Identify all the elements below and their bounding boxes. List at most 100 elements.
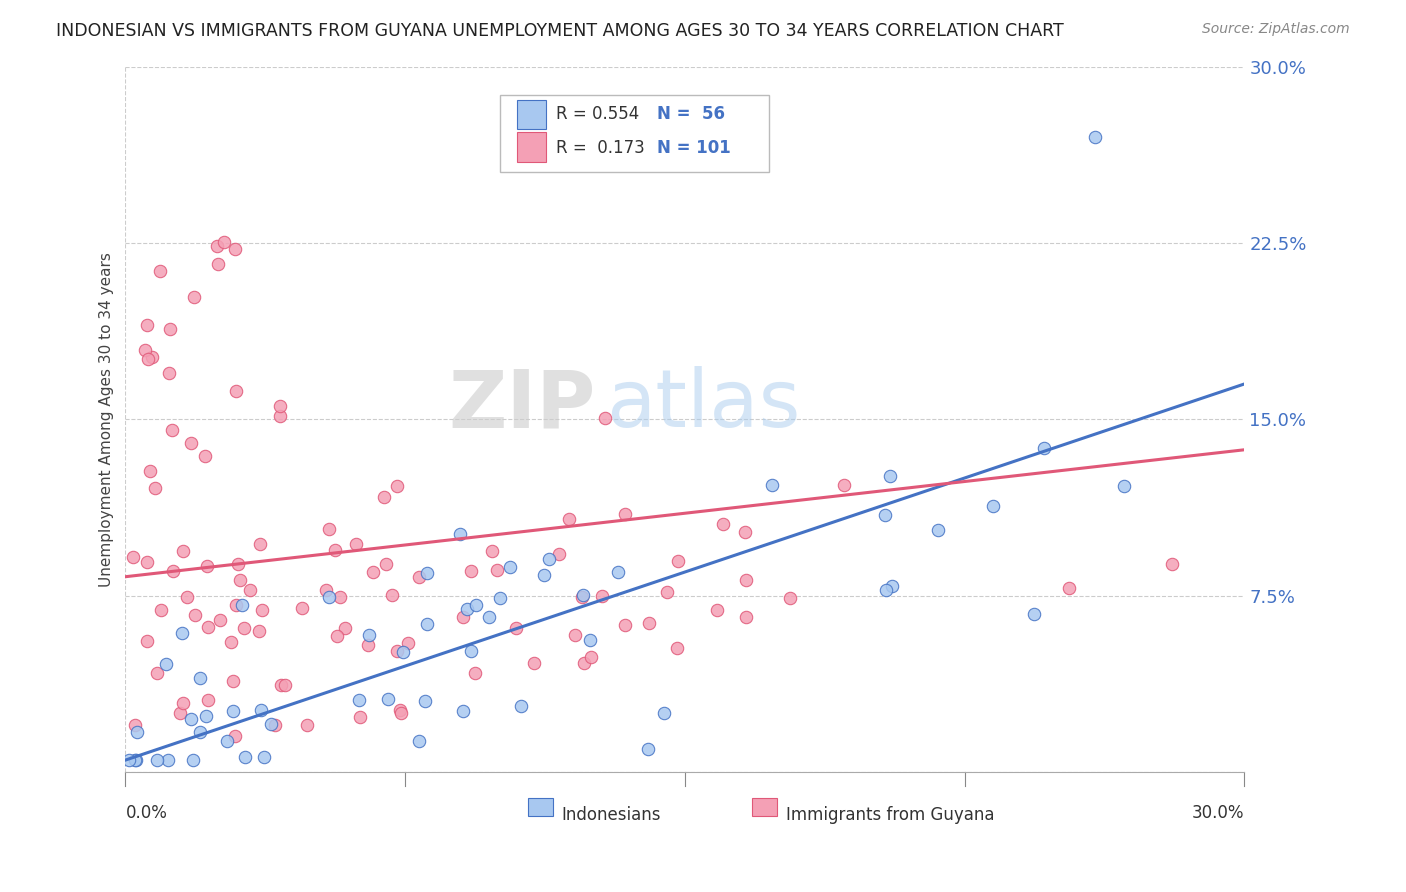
- Point: [666, 640, 689, 655]
- Point: [235, 750, 257, 764]
- Point: [124, 753, 146, 767]
- Point: [209, 613, 232, 627]
- Text: Indonesians: Indonesians: [562, 806, 661, 824]
- Point: [449, 527, 471, 541]
- Point: [591, 589, 613, 603]
- Point: [224, 729, 246, 743]
- Point: [169, 706, 191, 720]
- Point: [581, 650, 603, 665]
- Point: [135, 555, 157, 569]
- Text: INDONESIAN VS IMMIGRANTS FROM GUYANA UNEMPLOYMENT AMONG AGES 30 TO 34 YEARS CORR: INDONESIAN VS IMMIGRANTS FROM GUYANA UNE…: [56, 22, 1064, 40]
- Point: [224, 243, 246, 257]
- Point: [157, 753, 180, 767]
- Point: [413, 694, 436, 708]
- Point: [1059, 581, 1081, 595]
- Point: [832, 478, 855, 492]
- Point: [416, 566, 439, 580]
- Point: [408, 570, 430, 584]
- Point: [118, 753, 141, 767]
- Point: [222, 674, 245, 689]
- Point: [533, 567, 555, 582]
- Point: [465, 599, 488, 613]
- Point: [564, 628, 586, 642]
- Point: [666, 554, 689, 568]
- Text: ZIP: ZIP: [449, 366, 595, 444]
- Point: [139, 464, 162, 478]
- Point: [361, 566, 384, 580]
- Point: [315, 582, 337, 597]
- Point: [141, 350, 163, 364]
- Point: [880, 579, 903, 593]
- Point: [197, 619, 219, 633]
- Point: [396, 636, 419, 650]
- Point: [260, 717, 283, 731]
- Point: [347, 693, 370, 707]
- Point: [207, 257, 229, 271]
- Point: [269, 409, 291, 423]
- Point: [125, 753, 148, 767]
- Point: [574, 656, 596, 670]
- Point: [377, 691, 399, 706]
- Point: [706, 602, 728, 616]
- Point: [180, 712, 202, 726]
- Point: [579, 632, 602, 647]
- Point: [231, 598, 253, 612]
- Point: [349, 710, 371, 724]
- Point: [252, 603, 274, 617]
- Point: [205, 238, 228, 252]
- Point: [172, 697, 194, 711]
- Point: [392, 645, 415, 659]
- Point: [222, 705, 245, 719]
- Point: [711, 516, 734, 531]
- Text: R = 0.554: R = 0.554: [557, 105, 640, 123]
- Point: [150, 603, 173, 617]
- Point: [451, 704, 474, 718]
- Point: [486, 564, 509, 578]
- Point: [1022, 607, 1045, 622]
- Point: [172, 544, 194, 558]
- Point: [318, 590, 340, 604]
- Point: [734, 525, 756, 540]
- Point: [571, 588, 593, 602]
- Point: [249, 537, 271, 551]
- Point: [155, 657, 177, 672]
- Point: [194, 449, 217, 463]
- Bar: [752, 798, 776, 815]
- Point: [184, 607, 207, 622]
- Point: [558, 512, 581, 526]
- Text: N =  56: N = 56: [657, 105, 725, 123]
- Point: [734, 573, 756, 587]
- Point: [523, 656, 546, 670]
- Point: [136, 318, 159, 333]
- Point: [146, 753, 169, 767]
- Point: [228, 557, 250, 571]
- Point: [228, 573, 250, 587]
- Bar: [529, 798, 553, 815]
- Point: [160, 423, 183, 437]
- Point: [188, 724, 211, 739]
- Point: [344, 537, 367, 551]
- Point: [239, 582, 262, 597]
- Point: [637, 741, 659, 756]
- Text: 30.0%: 30.0%: [1192, 804, 1244, 822]
- Point: [614, 507, 637, 521]
- Point: [212, 235, 235, 249]
- Point: [735, 609, 758, 624]
- Point: [373, 490, 395, 504]
- Point: [875, 508, 897, 522]
- Point: [181, 753, 204, 767]
- Point: [637, 616, 659, 631]
- Point: [657, 585, 679, 599]
- Point: [460, 644, 482, 658]
- Point: [274, 678, 297, 692]
- Point: [981, 500, 1004, 514]
- Point: [247, 624, 270, 638]
- Text: N = 101: N = 101: [657, 138, 731, 157]
- Point: [1160, 557, 1182, 571]
- Point: [927, 523, 949, 537]
- Point: [124, 718, 146, 732]
- Point: [460, 564, 482, 578]
- Point: [197, 693, 219, 707]
- FancyBboxPatch shape: [501, 95, 769, 172]
- Point: [1084, 130, 1107, 145]
